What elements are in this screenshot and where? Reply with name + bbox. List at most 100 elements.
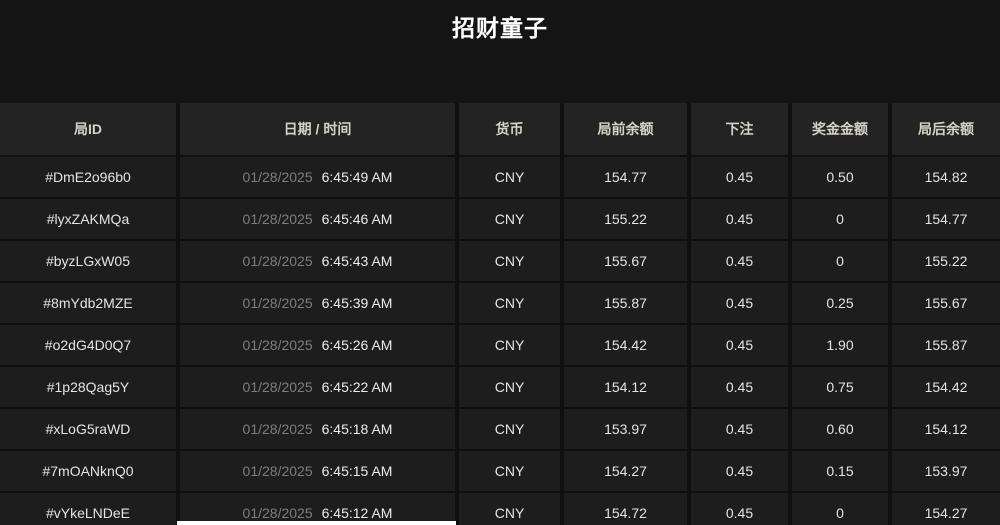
time-text: 6:45:46 AM [321,211,393,227]
column-header-balance-before: 局前余额 [564,103,687,155]
datetime-cell: 01/28/2025 6:45:26 AM [180,325,455,365]
datetime-cell: 01/28/2025 6:45:12 AM [180,493,455,525]
history-table: 局ID 日期 / 时间 货币 局前余额 下注 奖金金额 局后余额 #DmE2o9… [0,103,1000,525]
datetime-cell: 01/28/2025 6:45:43 AM [180,241,455,281]
table-row: #1p28Qag5Y 01/28/2025 6:45:22 AM CNY 154… [0,367,1000,407]
time-text: 6:45:18 AM [321,421,393,437]
time-text: 6:45:26 AM [321,337,393,353]
round-id-cell: #o2dG4D0Q7 [0,325,176,365]
balance-before-cell: 154.42 [564,325,687,365]
table-header-row: 局ID 日期 / 时间 货币 局前余额 下注 奖金金额 局后余额 [0,103,1000,155]
currency-cell: CNY [459,409,560,449]
balance-before-cell: 155.87 [564,283,687,323]
title-band: 招财童子 [0,0,1000,103]
date-text: 01/28/2025 [242,505,313,521]
balance-after-cell: 154.27 [892,493,1000,525]
prize-cell: 0 [792,199,888,239]
datetime-cell: 01/28/2025 6:45:46 AM [180,199,455,239]
currency-cell: CNY [459,493,560,525]
balance-before-cell: 155.22 [564,199,687,239]
bet-cell: 0.45 [691,451,788,491]
bet-cell: 0.45 [691,241,788,281]
date-text: 01/28/2025 [242,337,313,353]
prize-cell: 0 [792,241,888,281]
prize-cell: 0.60 [792,409,888,449]
balance-before-cell: 154.12 [564,367,687,407]
bet-cell: 0.45 [691,199,788,239]
column-header-datetime: 日期 / 时间 [180,103,455,155]
column-header-prize: 奖金金额 [792,103,888,155]
date-text: 01/28/2025 [242,211,313,227]
round-id-cell: #xLoG5raWD [0,409,176,449]
column-header-balance-after: 局后余额 [892,103,1000,155]
table-row: #lyxZAKMQa 01/28/2025 6:45:46 AM CNY 155… [0,199,1000,239]
balance-after-cell: 154.12 [892,409,1000,449]
bet-cell: 0.45 [691,325,788,365]
prize-cell: 0.25 [792,283,888,323]
table-row: #o2dG4D0Q7 01/28/2025 6:45:26 AM CNY 154… [0,325,1000,365]
round-id-cell: #1p28Qag5Y [0,367,176,407]
prize-cell: 0 [792,493,888,525]
round-id-cell: #8mYdb2MZE [0,283,176,323]
page-title: 招财童子 [452,15,548,41]
datetime-cell: 01/28/2025 6:45:22 AM [180,367,455,407]
currency-cell: CNY [459,199,560,239]
balance-after-cell: 154.82 [892,157,1000,197]
balance-before-cell: 155.67 [564,241,687,281]
balance-before-cell: 154.72 [564,493,687,525]
datetime-cell: 01/28/2025 6:45:15 AM [180,451,455,491]
time-text: 6:45:43 AM [321,253,393,269]
date-text: 01/28/2025 [242,169,313,185]
round-id-cell: #DmE2o96b0 [0,157,176,197]
bet-cell: 0.45 [691,493,788,525]
balance-after-cell: 155.67 [892,283,1000,323]
prize-cell: 0.50 [792,157,888,197]
round-id-cell: #7mOANknQ0 [0,451,176,491]
prize-cell: 1.90 [792,325,888,365]
bottom-white-strip [177,521,456,525]
round-id-cell: #vYkeLNDeE [0,493,176,525]
time-text: 6:45:49 AM [321,169,393,185]
table-body: #DmE2o96b0 01/28/2025 6:45:49 AM CNY 154… [0,157,1000,525]
bet-cell: 0.45 [691,409,788,449]
date-text: 01/28/2025 [242,421,313,437]
balance-before-cell: 154.27 [564,451,687,491]
datetime-cell: 01/28/2025 6:45:39 AM [180,283,455,323]
currency-cell: CNY [459,451,560,491]
table-row: #DmE2o96b0 01/28/2025 6:45:49 AM CNY 154… [0,157,1000,197]
bet-cell: 0.45 [691,367,788,407]
time-text: 6:45:22 AM [321,379,393,395]
column-header-round-id: 局ID [0,103,176,155]
round-id-cell: #byzLGxW05 [0,241,176,281]
table-row: #7mOANknQ0 01/28/2025 6:45:15 AM CNY 154… [0,451,1000,491]
balance-after-cell: 155.87 [892,325,1000,365]
time-text: 6:45:39 AM [321,295,393,311]
table-row: #byzLGxW05 01/28/2025 6:45:43 AM CNY 155… [0,241,1000,281]
currency-cell: CNY [459,367,560,407]
datetime-cell: 01/28/2025 6:45:18 AM [180,409,455,449]
balance-after-cell: 153.97 [892,451,1000,491]
bet-cell: 0.45 [691,283,788,323]
balance-after-cell: 154.77 [892,199,1000,239]
currency-cell: CNY [459,325,560,365]
balance-before-cell: 153.97 [564,409,687,449]
datetime-cell: 01/28/2025 6:45:49 AM [180,157,455,197]
date-text: 01/28/2025 [242,379,313,395]
currency-cell: CNY [459,283,560,323]
currency-cell: CNY [459,241,560,281]
table-row: #xLoG5raWD 01/28/2025 6:45:18 AM CNY 153… [0,409,1000,449]
table-row: #8mYdb2MZE 01/28/2025 6:45:39 AM CNY 155… [0,283,1000,323]
date-text: 01/28/2025 [242,253,313,269]
time-text: 6:45:12 AM [321,505,393,521]
round-id-cell: #lyxZAKMQa [0,199,176,239]
balance-after-cell: 154.42 [892,367,1000,407]
currency-cell: CNY [459,157,560,197]
column-header-currency: 货币 [459,103,560,155]
bet-cell: 0.45 [691,157,788,197]
balance-after-cell: 155.22 [892,241,1000,281]
prize-cell: 0.15 [792,451,888,491]
time-text: 6:45:15 AM [321,463,393,479]
date-text: 01/28/2025 [242,295,313,311]
balance-before-cell: 154.77 [564,157,687,197]
